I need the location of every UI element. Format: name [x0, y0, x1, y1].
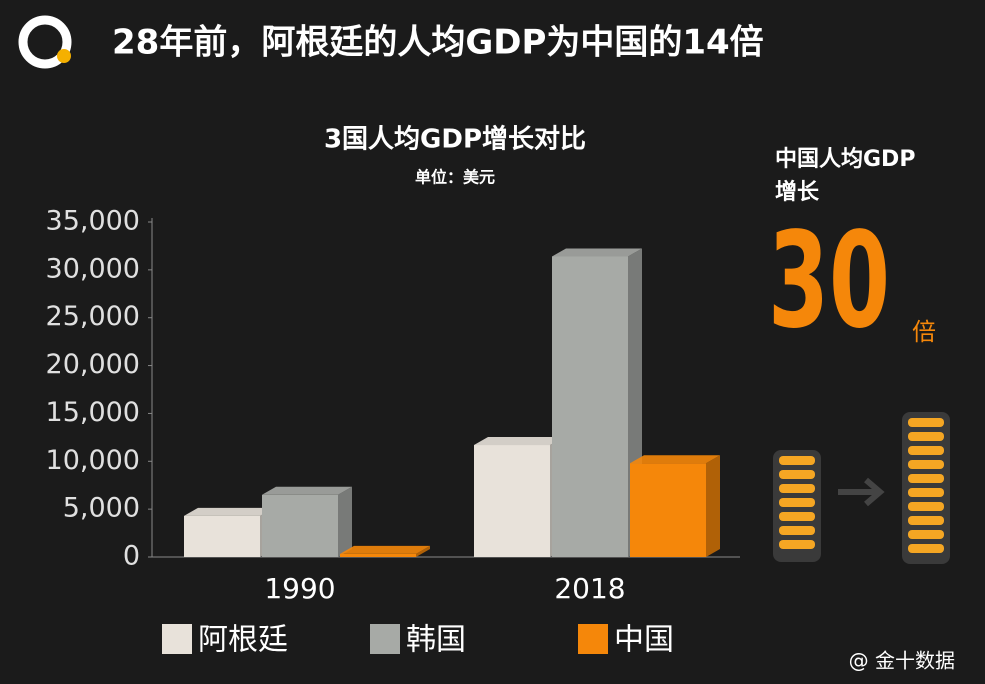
bar-top: [474, 437, 564, 446]
legend-swatch: [578, 624, 608, 654]
bar-side: [706, 455, 720, 557]
annotation: 增长: [775, 179, 820, 205]
legend-swatch: [370, 624, 400, 654]
bar-side: [338, 486, 352, 557]
y-tick-label: 5,000: [63, 493, 140, 524]
bar-top: [340, 545, 430, 554]
bar-top: [552, 248, 642, 257]
legend-label: 阿根廷: [198, 623, 288, 658]
annotation-number: 30: [768, 204, 890, 358]
chart-title: 3国人均GDP增长对比: [324, 124, 586, 155]
bar: [630, 463, 706, 557]
bar: [340, 553, 416, 557]
annotation: 倍: [912, 318, 936, 346]
bar-side: [416, 545, 430, 557]
legend-swatch: [162, 624, 192, 654]
y-tick-label: 30,000: [46, 253, 140, 284]
bar-top: [184, 507, 274, 516]
chart-subtitle: 单位：美元: [415, 168, 495, 187]
coins-icon: [773, 412, 950, 564]
bar-top: [630, 455, 720, 464]
legend-label: 韩国: [406, 623, 466, 658]
bar: [552, 256, 628, 557]
header-title: 28年前，阿根廷的人均GDP为中国的14倍: [112, 23, 764, 63]
bar: [262, 494, 338, 557]
y-tick-label: 10,000: [46, 445, 140, 476]
bar: [474, 445, 550, 557]
x-tick-label: 1990: [264, 572, 335, 605]
y-tick-label: 0: [123, 541, 140, 572]
annotation: 中国人均GDP: [775, 146, 915, 172]
y-tick-label: 15,000: [46, 397, 140, 428]
y-tick-label: 35,000: [46, 206, 140, 237]
bar: [184, 515, 260, 557]
source: @ 金十数据: [849, 649, 955, 673]
y-tick-label: 20,000: [46, 349, 140, 380]
legend-label: 中国: [614, 623, 674, 658]
logo: [18, 15, 72, 69]
bar-top: [262, 486, 352, 495]
y-tick-label: 25,000: [46, 301, 140, 332]
x-tick-label: 2018: [554, 572, 625, 605]
